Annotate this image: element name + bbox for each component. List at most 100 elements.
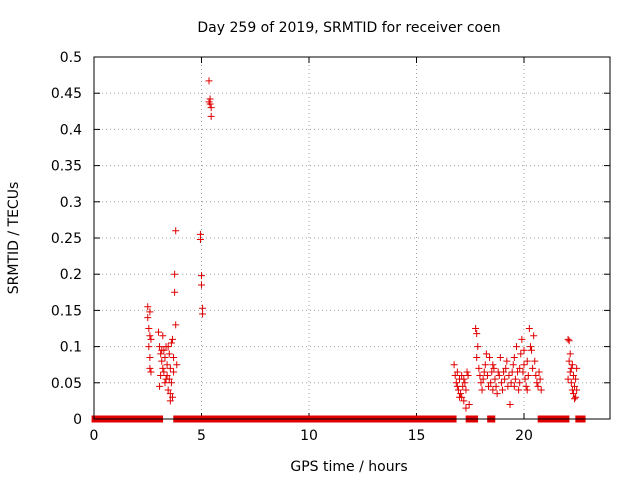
data-point	[571, 382, 579, 390]
data-point	[205, 98, 213, 106]
data-point	[519, 368, 527, 376]
data-point	[537, 386, 545, 394]
y-tick-label: 0.2	[60, 267, 82, 283]
data-point	[473, 330, 481, 338]
x-tick-label: 20	[515, 428, 533, 444]
data-point	[473, 353, 481, 361]
data-point	[198, 272, 205, 280]
data-point	[207, 104, 215, 112]
data-point	[518, 335, 526, 343]
data-point	[171, 288, 179, 296]
data-point	[483, 372, 491, 380]
data-point	[524, 372, 532, 380]
data-point	[459, 382, 467, 390]
data-point	[478, 386, 486, 394]
data-point	[474, 343, 482, 351]
data-point	[475, 364, 483, 372]
data-point	[497, 379, 505, 387]
data-point	[566, 350, 574, 358]
grid-lines	[94, 57, 610, 419]
data-point	[566, 368, 574, 376]
x-tick-labels: 0 5 10 15 20	[90, 428, 533, 444]
data-point	[207, 112, 215, 120]
data-point	[505, 372, 513, 380]
data-point	[157, 350, 165, 358]
data-point	[158, 357, 166, 365]
data-point	[504, 382, 512, 390]
data-point	[457, 390, 465, 398]
data-point	[565, 357, 573, 365]
data-point	[573, 364, 581, 372]
data-point	[456, 393, 463, 401]
y-tick-label: 0.1	[60, 340, 82, 356]
data-point	[173, 361, 181, 369]
data-point	[476, 372, 484, 380]
data-point	[529, 364, 537, 372]
data-point	[532, 372, 540, 380]
data-point	[146, 353, 154, 361]
data-point	[144, 303, 152, 311]
data-point	[146, 332, 154, 340]
data-point	[501, 375, 509, 383]
data-point	[165, 350, 173, 358]
data-point	[171, 270, 179, 278]
data-point	[493, 390, 501, 398]
data-point	[521, 375, 529, 383]
data-point	[146, 308, 154, 316]
data-point	[168, 393, 176, 401]
data-point	[568, 361, 576, 369]
data-point	[486, 353, 494, 361]
data-point	[525, 325, 533, 332]
data-point	[481, 361, 489, 369]
data-point	[502, 364, 510, 372]
y-tick-label: 0.5	[60, 50, 82, 66]
data-point	[146, 364, 154, 372]
data-point	[526, 343, 534, 351]
data-point	[567, 379, 575, 387]
data-point	[520, 361, 528, 369]
data-point	[492, 382, 500, 390]
data-point	[167, 379, 175, 387]
data-point	[530, 332, 538, 340]
data-point	[156, 343, 164, 351]
data-point	[512, 343, 520, 351]
data-point	[164, 343, 172, 351]
data-point	[463, 368, 471, 376]
data-point	[528, 346, 536, 354]
data-point	[565, 337, 573, 345]
data-point	[170, 368, 178, 376]
data-point	[198, 281, 205, 289]
data-point	[460, 375, 468, 383]
data-point	[490, 364, 498, 372]
data-point	[163, 372, 171, 380]
data-point	[517, 350, 525, 358]
data-point	[156, 382, 164, 390]
data-point	[170, 353, 178, 361]
data-point	[160, 368, 168, 376]
y-tick-label: 0.35	[51, 159, 82, 175]
data-point	[159, 364, 167, 372]
data-point	[147, 368, 155, 376]
data-point	[569, 390, 577, 398]
data-point	[510, 353, 518, 361]
data-point	[166, 397, 174, 405]
data-point	[482, 350, 490, 358]
y-tick-label: 0.05	[51, 376, 82, 392]
data-point	[520, 346, 528, 354]
y-tick-label: 0.15	[51, 303, 82, 319]
data-point	[465, 401, 473, 409]
data-point	[564, 375, 572, 383]
data-point	[450, 361, 458, 369]
data-point	[199, 310, 207, 318]
y-tick-label: 0.3	[60, 195, 82, 211]
data-point	[172, 227, 180, 235]
data-point	[167, 339, 175, 347]
data-point	[569, 372, 577, 380]
data-point	[166, 390, 174, 398]
data-point	[462, 404, 470, 412]
data-point	[571, 395, 579, 403]
data-point	[458, 372, 466, 380]
data-point	[205, 77, 213, 85]
data-point	[564, 335, 572, 343]
data-point	[161, 379, 169, 387]
